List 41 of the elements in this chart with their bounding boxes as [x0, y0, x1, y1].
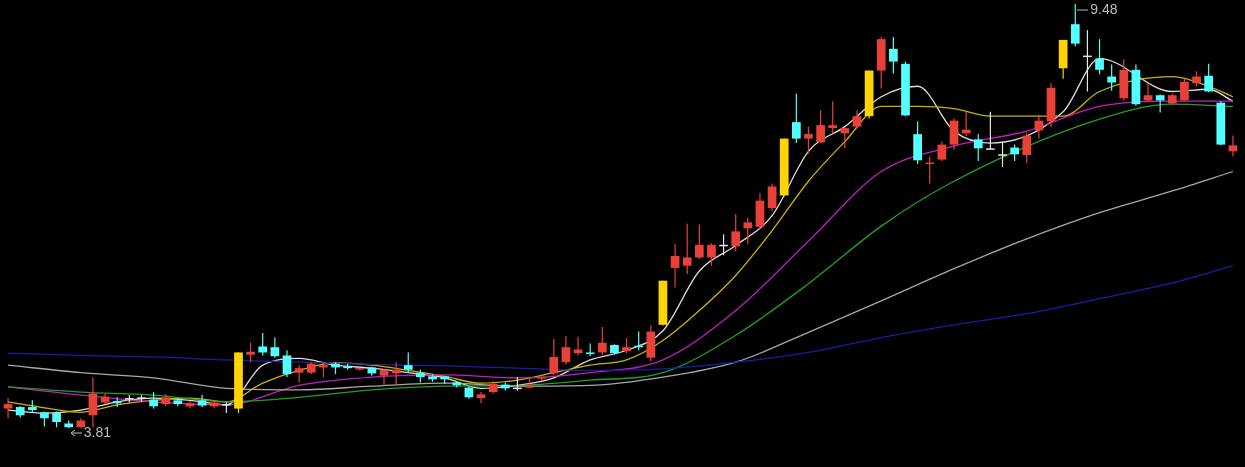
candlestick — [840, 126, 850, 149]
candlestick — [1228, 135, 1238, 158]
candlestick — [1022, 132, 1032, 164]
candlestick — [973, 133, 983, 162]
candlestick — [682, 223, 692, 275]
candlestick — [282, 349, 292, 378]
candlestick — [767, 182, 777, 212]
candlestick — [670, 243, 680, 289]
candlestick — [828, 100, 838, 134]
candlestick — [889, 36, 898, 75]
candlestick — [816, 109, 825, 144]
candlestick — [379, 368, 389, 386]
candlestick — [1107, 63, 1117, 92]
candlestick — [1204, 63, 1214, 93]
candlestick — [998, 140, 1007, 168]
candlestick — [743, 217, 753, 245]
candlestick — [597, 326, 607, 356]
candlestick — [804, 126, 813, 155]
candlestick — [707, 242, 716, 267]
candlestick — [294, 364, 304, 383]
candlestick — [986, 111, 995, 150]
candlestick — [1180, 78, 1189, 102]
candlestick — [791, 93, 801, 144]
candlestick — [573, 336, 583, 357]
annotation: 3.81 — [83, 423, 112, 440]
annotation: 9.48 — [1090, 0, 1118, 17]
candlestick — [476, 391, 486, 404]
candlestick — [3, 397, 13, 419]
candlestick — [937, 140, 947, 162]
candlestick — [258, 332, 268, 357]
candlestick — [1070, 3, 1080, 48]
candlestick — [949, 117, 959, 151]
candlestick — [549, 338, 559, 376]
candlestick — [1095, 38, 1104, 75]
candlestick — [270, 336, 280, 359]
candlestick — [246, 342, 255, 363]
candlestick — [403, 351, 413, 374]
candlestick — [731, 213, 741, 253]
candlestick — [185, 400, 195, 410]
candlestick — [561, 335, 571, 366]
candlestick — [694, 224, 704, 260]
